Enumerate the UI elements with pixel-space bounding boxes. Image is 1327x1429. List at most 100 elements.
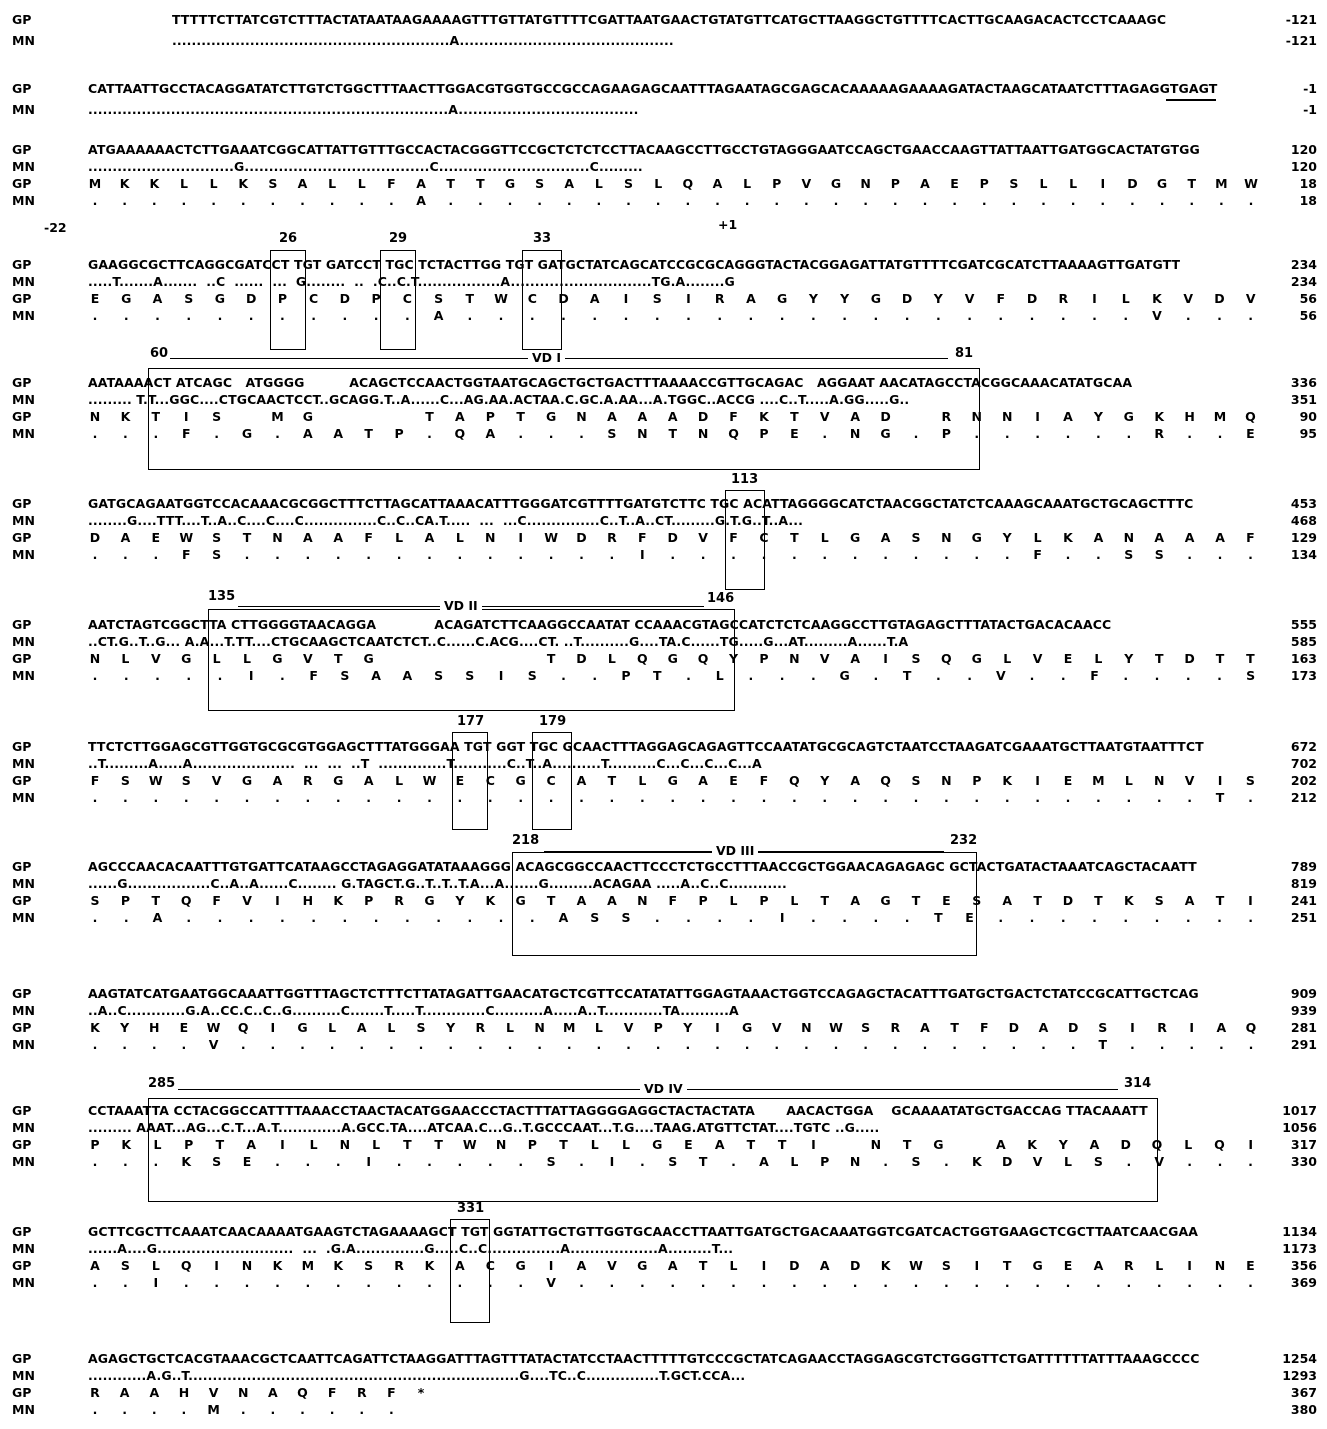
residue [977,1400,991,1420]
residue: T [950,1020,959,1035]
position-number: 56 [1299,291,1317,306]
residue: S [416,1020,426,1035]
residue: S [212,1154,222,1169]
residue: . [305,547,311,562]
residue: . [967,668,972,683]
residue: R [941,409,952,424]
residue: . [952,1037,957,1052]
residue: G [933,1137,944,1152]
residue: G [667,773,678,788]
residue: W [462,1137,477,1152]
nucleotide-sequence: GAAGGCGCTTCAGGCGATCCT TGT GATCCT TGC TCT… [88,257,1181,272]
residue: . [467,910,473,925]
residue: M [1092,773,1105,788]
residue: G [1123,409,1134,424]
residue: A [714,1137,725,1152]
residue: N [941,530,952,545]
residue: A [1215,530,1225,545]
residue: . [548,426,554,441]
residue: . [1218,1037,1224,1052]
row-label: MN [12,547,35,562]
residue: . [311,308,317,323]
residue: . [761,547,767,562]
residue: A [356,1020,367,1035]
residue: . [1035,1275,1040,1290]
residue: L [729,893,738,908]
residue: T [1187,176,1196,191]
vd3-end: 232 [950,833,978,848]
residue: T [1033,893,1042,908]
residue: S [1154,547,1164,562]
residue: A [995,1137,1006,1152]
residue: Y [683,1020,693,1035]
row-label: GP [12,291,32,306]
residue: . [1126,790,1132,805]
residue: . [537,1037,542,1052]
row-label: GP [12,739,32,754]
row-label: GP [12,617,32,632]
residue: . [833,1037,839,1052]
nucleotide-sequence: AAGTATCATGAATGGCAAATTGGTTTAGCTCTTTCTTATA… [88,986,1199,1001]
residue: . [822,426,828,441]
residue: D [1008,1020,1020,1035]
residue: . [1092,910,1097,925]
residue: N [801,1020,812,1035]
residue: . [518,547,524,562]
residue [503,1400,517,1420]
residue: W [494,291,508,306]
residue: P [972,773,982,788]
residue: . [1060,308,1066,323]
residue: V [964,291,975,306]
residue: W [148,773,163,788]
residue: S [181,773,191,788]
residue: . [791,1275,797,1290]
residue: D [789,1258,800,1273]
residue: W [544,530,558,545]
residue: N [870,1137,882,1152]
residue: . [1248,790,1253,805]
row-label: MN [12,274,35,289]
row-label: MN [12,1037,35,1052]
residue: . [335,547,341,562]
residue: I [686,291,691,306]
residue: D [1067,1020,1079,1035]
row-label: GP [12,1385,32,1400]
cys-number-113: 113 [731,472,759,487]
residue: . [244,1275,250,1290]
row-label: GP [12,1351,32,1366]
residue [859,1400,873,1420]
residue: P [759,651,769,666]
nucleotide-sequence: ........................................… [172,33,674,48]
residue [622,1400,636,1420]
residue: I [280,1137,285,1152]
row-label: GP [12,1103,32,1118]
residue: G [870,291,881,306]
residue: . [596,1037,602,1052]
residue: . [122,193,128,208]
residue: . [275,1275,280,1290]
residue: A [920,1020,930,1035]
residue: G [297,1020,308,1035]
residue: K [121,1137,132,1152]
residue: E [729,773,738,788]
residue: A [119,1385,130,1400]
residue: K [119,176,130,191]
residue: T [403,1137,412,1152]
shine-dalgarno-underline [1166,99,1216,101]
residue: P [772,176,782,191]
residue: M [1215,176,1228,191]
residue: T [1215,651,1225,666]
residue: . [507,1037,513,1052]
residue: . [579,426,584,441]
vd3-start: 218 [512,833,540,848]
residue: A [558,910,569,925]
residue: K [90,1020,100,1035]
position-number: 234 [1290,257,1317,272]
nucleotide-row: GP TTCTCTTGGAGCGTTGGTGCGCGTGGAGCTTTATGGGA… [0,737,1327,757]
residue [681,1400,695,1420]
residue: . [467,308,473,323]
residue: I [609,1154,615,1169]
nucleotide-sequence: CATTAATTGCCTACAGGATATCTTGTCTGGCTTTAACTTG… [88,81,1218,96]
